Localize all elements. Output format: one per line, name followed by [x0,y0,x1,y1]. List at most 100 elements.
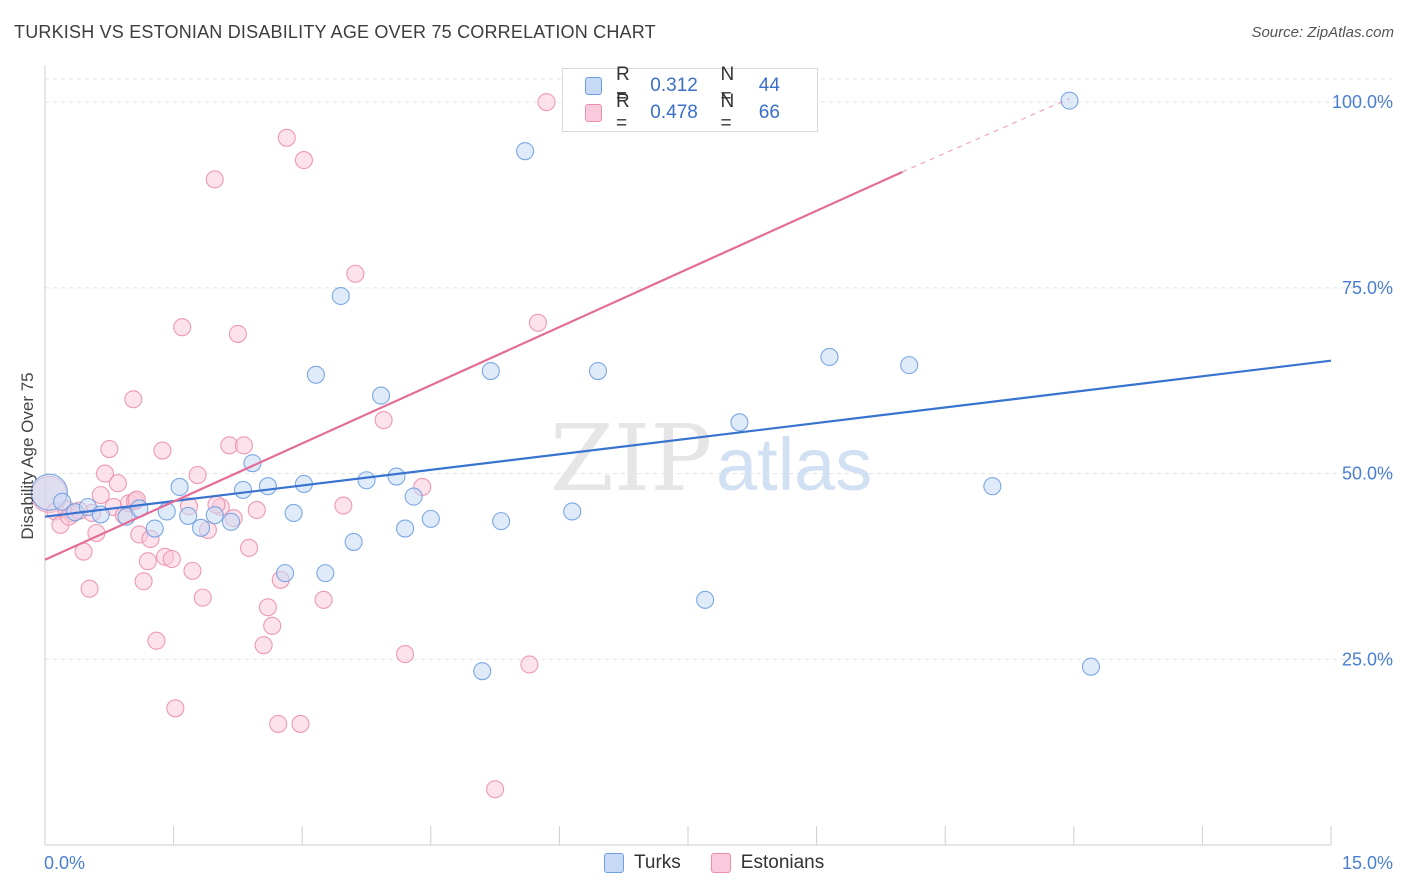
estonians-point [291,714,310,733]
estonians-point [314,590,333,609]
turks-point [145,519,164,538]
estonians-point [234,436,253,455]
estonians-point [80,579,99,598]
estonians-point [254,636,273,655]
estonians-trend-line [44,170,903,561]
estonians-point [277,128,296,147]
estonians-point [528,313,548,332]
y-axis-title: Disability Age Over 75 [18,372,37,539]
y-tick-label: 25.0% [1342,649,1393,669]
turks-swatch [585,77,603,95]
estonians-trend-extension [902,97,1070,173]
estonians-point [162,549,181,569]
turks-point [492,512,511,531]
estonians-r-value: 0.478 [650,102,698,123]
turks-point [284,503,303,522]
turks-point [331,286,350,306]
turks-trend-line [44,359,1332,518]
axis-labels: 25.0% 50.0% 75.0% 100.0% 0.0% 15.0% [44,92,1393,873]
estonians-point [134,572,153,591]
estonians-point [138,552,157,571]
watermark-atlas: atlas [716,423,872,506]
turks-point [306,365,325,384]
legend-item-estonians[interactable]: Estonians [710,852,825,874]
y-tick-label: 75.0% [1342,278,1393,298]
legend-row-turks: R = 0.312 N = 44 [585,64,817,107]
y-tick-label: 50.0% [1342,464,1393,484]
estonians-point [183,561,202,580]
estonians-point [166,699,185,718]
estonians-point [258,598,277,617]
turks-point [276,564,295,583]
turks-point [387,467,406,486]
y-tick-label: 100.0% [1332,92,1393,112]
turks-point [421,509,440,528]
stats-legend: R = 0.312 N = 44 R = 0.478 N = 66 [562,64,818,134]
turks-legend-label: Turks [634,852,681,873]
estonians-point [247,500,266,520]
estonians-point [346,264,365,283]
estonians-point [188,466,207,485]
estonians-swatch [585,104,603,122]
turks-point [344,532,363,551]
estonians-point [334,496,353,515]
watermark-zip: ZIP [550,405,712,512]
turks-point [179,506,198,525]
estonians-legend-label: Estonians [740,852,825,873]
estonians-point [263,616,282,635]
estonians-point [153,441,172,460]
estonians-point [294,151,313,170]
turks-point [1060,91,1079,110]
legend-row-estonians: R = 0.478 N = 66 [585,91,817,134]
turks-point [221,512,241,531]
estonians-point [100,440,119,459]
turks-n-value: 44 [758,75,780,96]
axes [44,65,1332,846]
n-label: N = [720,64,735,107]
estonians-n-value: 66 [758,102,780,123]
source-label: Source: ZipAtlas.com [1251,24,1394,41]
turks-point [588,362,608,381]
x-tick-label: 0.0% [44,853,85,873]
turks-point [404,487,423,506]
turks-point [481,362,500,381]
estonians-point [228,324,247,343]
n-label: N = [720,91,735,134]
turks-point [516,142,535,161]
estonians-point [396,645,415,664]
turks-point [1081,657,1100,676]
turks-point [372,386,391,405]
turks-point [820,347,839,366]
x-tick-label: 15.0% [1342,853,1393,873]
turks-point [233,480,253,499]
r-label: R = [616,91,630,134]
estonians-point [91,486,110,505]
r-label: R = [616,64,630,107]
estonians-point [193,588,212,607]
trend-lines [44,97,1332,561]
scatter-points [30,91,1100,799]
turks-point [191,518,211,537]
turks-point [696,590,715,609]
estonians-point [269,714,288,733]
turks-point [900,356,919,375]
turks-r-value: 0.312 [650,75,698,96]
estonians-point [374,411,393,430]
estonians-point [486,780,505,799]
estonians-point [147,631,166,650]
turks-point [170,477,189,496]
estonians-point [95,464,115,483]
turks-point [53,492,72,511]
turks-point [473,662,492,681]
turks-point [357,471,376,490]
estonians-point [205,170,224,189]
legend-item-turks[interactable]: Turks [604,852,681,874]
turks-point [563,502,582,521]
turks-legend-swatch [604,853,624,873]
turks-point [258,477,277,496]
turks-point [396,519,415,538]
turks-point [983,477,1002,496]
turks-point [205,506,224,525]
estonians-point [108,474,127,493]
estonians-point [537,93,556,112]
